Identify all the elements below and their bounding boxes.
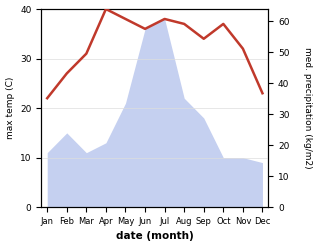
X-axis label: date (month): date (month)	[116, 231, 194, 242]
Y-axis label: max temp (C): max temp (C)	[5, 77, 15, 139]
Y-axis label: med. precipitation (kg/m2): med. precipitation (kg/m2)	[303, 47, 313, 169]
